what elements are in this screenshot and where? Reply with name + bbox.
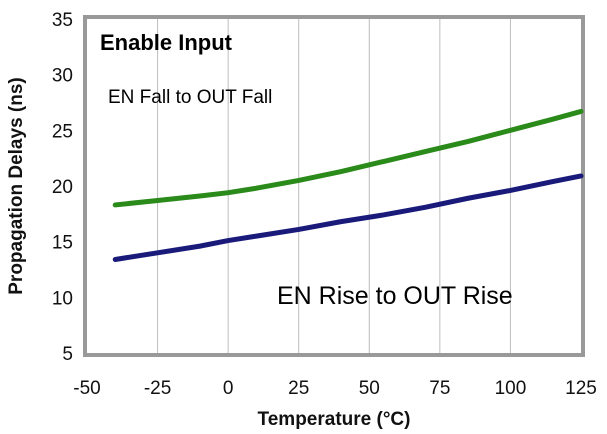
y-tick-label: 35 — [52, 10, 73, 31]
series-line-en-rise — [112, 173, 584, 262]
y-tick-label: 20 — [52, 177, 73, 198]
x-tick-label: 125 — [565, 378, 597, 399]
y-tick-label: 25 — [52, 121, 73, 142]
x-tick-label: -50 — [73, 378, 100, 399]
y-tick-label: 10 — [52, 288, 73, 309]
x-tick-label: 0 — [223, 378, 234, 399]
x-tick-label: 100 — [495, 378, 527, 399]
series-line-en-fall — [112, 108, 584, 208]
x-tick-label: 50 — [359, 378, 380, 399]
annotation-en-fall: EN Fall to OUT Fall — [108, 87, 272, 108]
x-axis-title: Temperature (°C) — [258, 409, 411, 430]
tick-layer: -50 -25 0 25 50 75 100 125 5 10 15 20 25 30 35 — [52, 10, 597, 399]
x-tick-label: 75 — [429, 378, 450, 399]
y-tick-label: 5 — [62, 344, 73, 365]
grid-layer — [157, 19, 511, 353]
series-layer — [112, 108, 584, 262]
chart-title: Enable Input — [100, 30, 233, 55]
x-tick-label: 25 — [288, 378, 309, 399]
y-tick-label: 30 — [52, 66, 73, 87]
y-tick-label: 15 — [52, 233, 73, 254]
plot-area-border — [83, 15, 585, 357]
annotation-en-rise: EN Rise to OUT Rise — [277, 282, 513, 310]
x-tick-label: -25 — [144, 378, 171, 399]
y-axis-title: Propagation Delays (ns) — [6, 77, 27, 295]
